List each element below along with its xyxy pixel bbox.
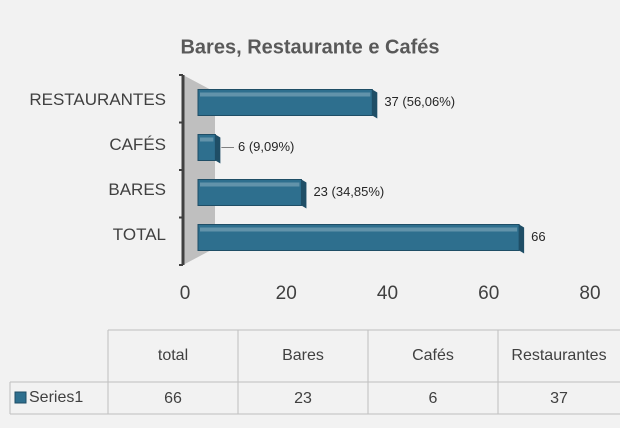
bar-side xyxy=(372,89,378,119)
y-tick-label: TOTAL xyxy=(113,225,166,244)
table-cell: 23 xyxy=(294,390,312,407)
bar-highlight xyxy=(200,227,518,232)
legend-key xyxy=(14,391,27,404)
bar-highlight xyxy=(200,137,214,142)
data-label: 37 (56,06%) xyxy=(384,94,455,109)
bar-side xyxy=(301,179,307,209)
table-header: total xyxy=(158,347,188,364)
table-cell: 66 xyxy=(164,390,182,407)
x-tick-label: 60 xyxy=(478,283,499,304)
x-tick-label: 0 xyxy=(180,283,191,304)
table-header: Restaurantes xyxy=(511,347,606,364)
data-label: 23 (34,85%) xyxy=(313,184,384,199)
y-tick-label: RESTAURANTES xyxy=(29,90,166,109)
bar-highlight xyxy=(200,92,371,97)
y-tick-label: CAFÉS xyxy=(109,135,166,154)
bar-highlight xyxy=(200,182,300,187)
bar-side xyxy=(519,224,525,254)
bar xyxy=(197,224,520,251)
wall xyxy=(183,75,215,265)
table-cell: 37 xyxy=(550,390,568,407)
table-header: Bares xyxy=(282,347,324,364)
x-tick-label: 40 xyxy=(377,283,398,304)
x-tick-label: 80 xyxy=(579,283,600,304)
table-cell: 6 xyxy=(429,390,438,407)
y-tick-label: BARES xyxy=(108,180,166,199)
bar-side xyxy=(215,134,221,164)
data-label: 66 xyxy=(531,229,545,244)
x-tick-label: 20 xyxy=(276,283,297,304)
legend-label: Series1 xyxy=(29,389,83,406)
table-header: Cafés xyxy=(412,347,454,364)
chart-title: Bares, Restaurante e Cafés xyxy=(180,36,439,58)
data-label: 6 (9,09%) xyxy=(238,139,294,154)
